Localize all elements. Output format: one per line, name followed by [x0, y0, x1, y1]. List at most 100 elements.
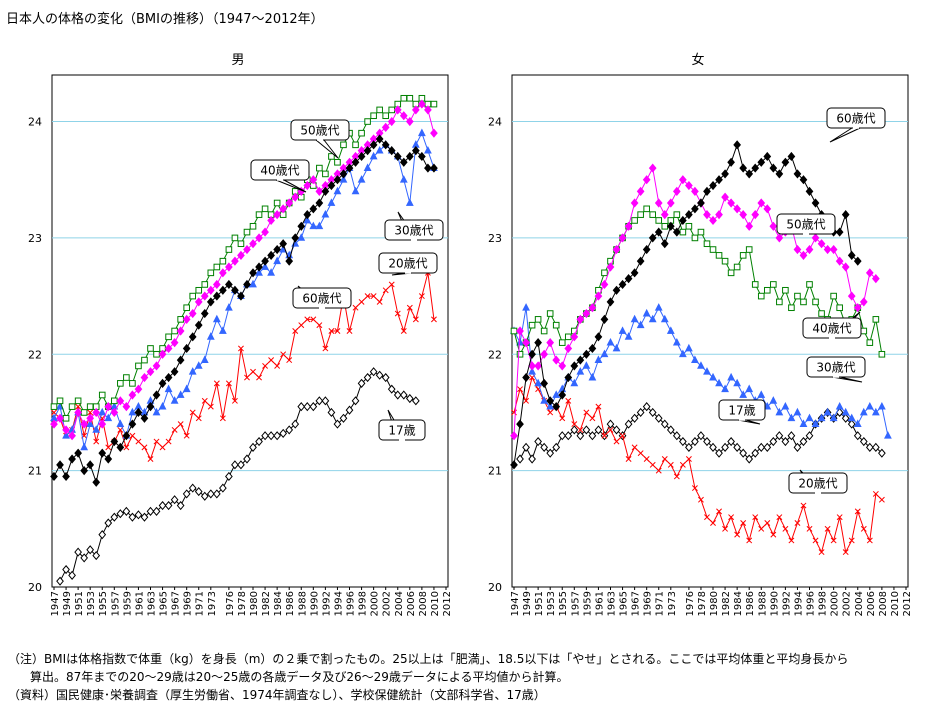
data-point-marker	[134, 407, 143, 418]
data-point-marker	[62, 431, 70, 439]
data-point-marker	[418, 151, 426, 162]
data-point-marker	[763, 286, 771, 294]
data-point-marker	[841, 407, 850, 416]
data-point-marker	[727, 157, 735, 167]
data-point-marker	[865, 268, 874, 278]
data-point-marker	[733, 378, 742, 387]
x-tick-label: 1947	[50, 591, 61, 616]
data-point-marker	[655, 467, 662, 474]
data-point-marker	[424, 163, 432, 173]
data-point-marker	[86, 545, 95, 555]
data-point-marker	[516, 337, 524, 346]
data-point-marker	[176, 390, 185, 398]
data-point-marker	[333, 419, 342, 429]
data-point-marker	[660, 314, 669, 323]
data-point-marker	[853, 431, 862, 441]
data-point-marker	[206, 297, 215, 307]
data-point-marker	[878, 350, 886, 358]
data-point-marker	[110, 436, 119, 447]
data-point-marker	[751, 163, 760, 173]
data-point-marker	[303, 210, 312, 220]
callout-pointer	[315, 139, 339, 159]
data-point-marker	[255, 211, 263, 218]
data-point-marker	[309, 402, 318, 412]
data-point-marker	[847, 291, 856, 301]
data-point-marker	[68, 570, 76, 580]
data-point-marker	[781, 436, 790, 447]
data-point-marker	[697, 361, 705, 369]
data-point-marker	[189, 409, 196, 416]
data-point-marker	[111, 397, 118, 405]
x-tick-label: 1976	[225, 591, 236, 616]
data-point-marker	[321, 209, 330, 218]
data-point-marker	[642, 308, 651, 317]
data-point-marker	[564, 431, 573, 441]
data-point-marker	[369, 151, 378, 160]
data-point-marker	[164, 372, 173, 383]
data-point-marker	[588, 431, 597, 441]
data-point-marker	[871, 407, 880, 416]
data-point-marker	[212, 314, 221, 323]
data-point-marker	[382, 287, 389, 294]
data-point-marker	[194, 361, 203, 369]
data-point-marker	[799, 419, 808, 427]
data-point-marker	[666, 425, 675, 435]
data-point-marker	[231, 234, 239, 242]
data-point-marker	[691, 186, 699, 196]
data-point-marker	[685, 343, 693, 352]
data-point-marker	[757, 292, 765, 300]
data-point-marker	[327, 198, 336, 206]
data-point-marker	[811, 233, 820, 243]
data-point-marker	[304, 316, 311, 323]
data-point-marker	[405, 116, 414, 127]
data-point-marker	[805, 186, 814, 196]
data-point-marker	[62, 414, 70, 422]
data-point-marker	[195, 415, 202, 422]
data-point-marker	[424, 105, 432, 115]
data-point-marker	[50, 403, 58, 410]
data-point-marker	[643, 205, 650, 213]
callout-label: 60歳代	[292, 285, 352, 309]
data-point-marker	[122, 506, 131, 516]
data-point-marker	[86, 413, 95, 423]
data-point-marker	[860, 327, 868, 335]
x-tick-label: 1953	[86, 591, 97, 616]
data-point-marker	[225, 279, 233, 290]
data-point-marker	[405, 393, 414, 404]
data-point-marker	[654, 413, 663, 423]
data-point-marker	[352, 304, 359, 311]
data-point-marker	[400, 94, 408, 102]
data-point-marker	[817, 413, 826, 422]
data-point-marker	[734, 531, 741, 538]
data-point-marker	[546, 401, 555, 410]
data-point-marker	[62, 471, 70, 482]
data-point-marker	[812, 298, 819, 306]
data-point-marker	[165, 438, 172, 445]
data-point-marker	[146, 402, 155, 412]
data-point-marker	[74, 547, 82, 557]
data-point-marker	[636, 186, 645, 196]
x-tick-label: 1969	[183, 591, 194, 616]
data-point-marker	[405, 198, 414, 206]
data-point-marker	[357, 175, 366, 183]
data-point-marker	[775, 431, 784, 441]
data-point-marker	[806, 525, 813, 532]
data-point-marker	[116, 419, 125, 427]
data-point-marker	[297, 233, 306, 241]
data-point-marker	[872, 490, 879, 497]
data-point-marker	[249, 442, 257, 452]
data-point-marker	[618, 326, 627, 334]
data-point-marker	[328, 153, 335, 160]
data-point-marker	[171, 327, 178, 335]
data-point-marker	[74, 448, 82, 458]
x-tick-label: 2000	[830, 591, 841, 616]
series-17歳	[56, 367, 420, 586]
data-point-marker	[363, 146, 372, 156]
data-point-marker	[871, 274, 880, 284]
data-point-marker	[430, 316, 437, 323]
data-point-marker	[649, 461, 656, 468]
data-point-marker	[648, 407, 657, 418]
data-point-marker	[134, 384, 143, 394]
data-point-marker	[141, 356, 148, 364]
data-point-marker	[212, 279, 221, 290]
